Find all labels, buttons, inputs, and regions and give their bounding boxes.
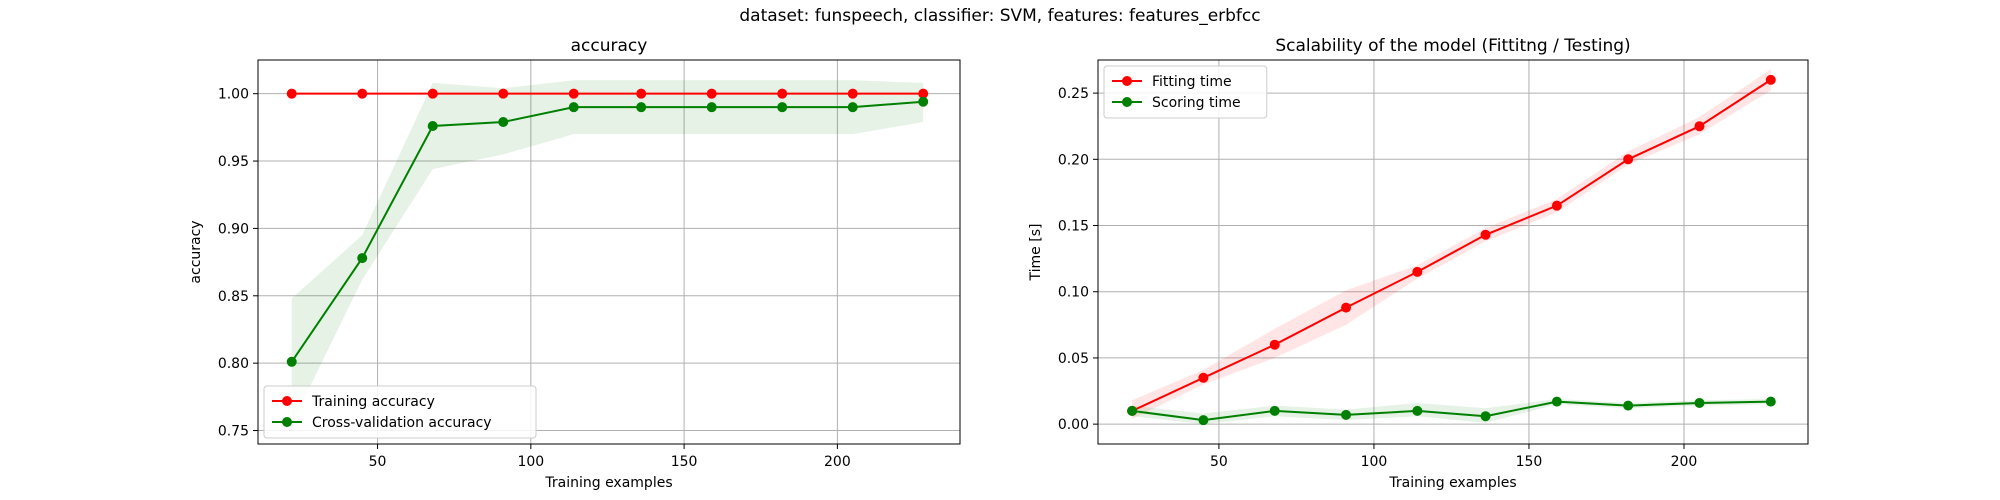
legend-box (1103, 65, 1268, 119)
data-point (636, 102, 647, 113)
y-tick-label: 0.00 (1058, 417, 1089, 433)
data-point (1551, 396, 1562, 407)
x-tick-label: 50 (369, 454, 387, 470)
y-axis-label: accuracy (188, 220, 204, 283)
data-point (286, 356, 297, 367)
y-tick-label: 0.10 (1058, 285, 1089, 301)
data-point (847, 88, 858, 99)
data-point (1551, 200, 1562, 211)
data-point (1412, 405, 1423, 416)
x-tick-label: 100 (1361, 454, 1388, 470)
data-point (918, 96, 929, 107)
data-point (777, 102, 788, 113)
data-point (1480, 229, 1491, 240)
series-line-1 (1131, 79, 1772, 412)
chart-panel-2: 50 100 150 200 0.00 0.05 0.10 0.15 0.20 0.25 Scala… (1028, 36, 1809, 491)
series-line-2 (290, 100, 924, 363)
data-point (427, 121, 438, 132)
legend-label: Scoring time (1152, 95, 1241, 111)
data-point (1341, 409, 1352, 420)
x-tick-label: 50 (1210, 454, 1228, 470)
x-tick-label: 100 (517, 454, 544, 470)
y-tick-label: 0.05 (1058, 351, 1089, 367)
data-point (706, 102, 717, 113)
data-point (1623, 400, 1634, 411)
y-tick-label: 0.90 (218, 221, 249, 237)
y-tick-label: 0.75 (218, 424, 249, 440)
data-point (427, 88, 438, 99)
chart-panel-1: 50 100 150 200 0.75 0.80 0.85 0.90 0.95 1.00 accur… (188, 36, 961, 491)
legend-box (263, 385, 537, 439)
data-point (498, 88, 509, 99)
y-tick-label: 1.00 (218, 87, 249, 103)
data-point (1480, 411, 1491, 422)
series-band-2 (1132, 398, 1771, 425)
legend-marker (282, 396, 292, 406)
x-tick-label: 150 (1516, 454, 1543, 470)
chart-title: accuracy (571, 36, 648, 56)
y-tick-label: 0.85 (218, 289, 249, 305)
plot-frame (1097, 59, 1809, 445)
data-point (568, 88, 579, 99)
data-point (357, 88, 368, 99)
chart-title: Scalability of the model (Fittitng / Tes… (1275, 36, 1630, 56)
data-point (1765, 396, 1776, 407)
data-point (1694, 397, 1705, 408)
data-point (286, 88, 297, 99)
data-point (1694, 121, 1705, 132)
y-axis-label: Time [s] (1028, 224, 1044, 282)
y-tick-label: 0.95 (218, 154, 249, 170)
legend: Fitting time Scoring time (1103, 65, 1268, 119)
x-tick-label: 150 (671, 454, 698, 470)
series-band-2 (291, 80, 924, 424)
legend-label: Training accuracy (311, 394, 435, 410)
data-point (1623, 154, 1634, 165)
plot-frame (257, 59, 961, 445)
data-point (1765, 74, 1776, 85)
data-point (1198, 415, 1209, 426)
legend-label: Cross-validation accuracy (312, 415, 492, 431)
series-line-2 (1131, 400, 1771, 422)
x-axis-label: Training examples (1388, 475, 1516, 491)
y-tick-label: 0.20 (1058, 152, 1089, 168)
data-point (777, 88, 788, 99)
y-tick-label: 0.25 (1058, 86, 1089, 102)
series-band-1 (1132, 69, 1771, 419)
data-point (357, 253, 368, 264)
data-point (1269, 339, 1280, 350)
x-axis-label: Training examples (544, 475, 672, 491)
data-point (918, 88, 929, 99)
legend-marker (1122, 97, 1132, 107)
x-tick-label: 200 (1671, 454, 1698, 470)
data-point (706, 88, 717, 99)
data-point (847, 102, 858, 113)
data-point (1269, 405, 1280, 416)
legend-label: Fitting time (1152, 74, 1232, 90)
data-point (498, 116, 509, 127)
y-tick-label: 0.15 (1058, 219, 1089, 235)
data-point (1341, 302, 1352, 313)
data-point (1127, 405, 1138, 416)
data-point (1198, 372, 1209, 383)
legend-marker (1122, 76, 1132, 86)
data-point (568, 102, 579, 113)
y-tick-label: 0.80 (218, 356, 249, 372)
data-point (636, 88, 647, 99)
figure-suptitle: dataset: funspeech, classifier: SVM, fea… (739, 6, 1261, 26)
x-tick-label: 200 (824, 454, 851, 470)
legend: Training accuracy Cross-validation accura… (263, 385, 537, 439)
data-point (1412, 266, 1423, 277)
legend-marker (282, 417, 292, 427)
